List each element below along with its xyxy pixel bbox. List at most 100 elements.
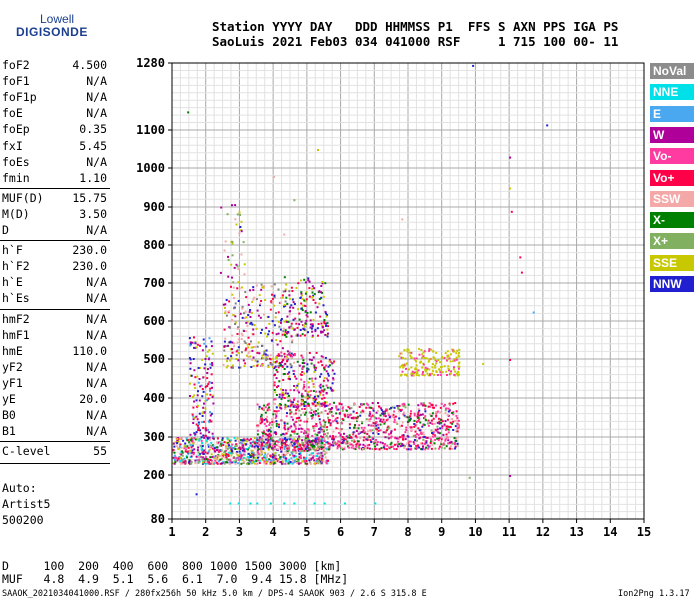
echo-point [247, 352, 250, 355]
echo-point [341, 418, 344, 420]
echo-point [434, 359, 437, 361]
echo-point [320, 460, 323, 463]
echo-point [315, 449, 318, 452]
echo-point [242, 241, 245, 244]
echo-point [202, 426, 205, 429]
echo-point [251, 461, 254, 464]
echo-point [317, 457, 320, 460]
echo-point [214, 450, 216, 453]
echo-point [422, 363, 425, 366]
echo-point [270, 434, 272, 437]
echo-point [324, 356, 327, 359]
echo-point [201, 461, 204, 464]
echo-point [204, 434, 207, 437]
echo-point [190, 461, 193, 464]
echo-point [201, 458, 204, 461]
echo-point [396, 443, 399, 446]
echo-point [275, 425, 278, 428]
echo-point [323, 396, 326, 399]
echo-point [228, 300, 231, 303]
echo-point [386, 418, 389, 421]
echo-point [270, 339, 273, 342]
echo-point [314, 301, 317, 304]
echo-point [188, 449, 191, 452]
echo-point [230, 439, 233, 442]
echo-point [231, 348, 233, 351]
echo-point [400, 424, 403, 427]
echo-point [265, 326, 268, 329]
echo-point [203, 411, 206, 414]
echo-point [327, 437, 330, 440]
echo-point [412, 441, 415, 444]
echo-point [284, 357, 287, 360]
echo-point [418, 409, 421, 412]
echo-point [225, 453, 228, 455]
echo-point [425, 436, 428, 439]
echo-point [201, 358, 203, 361]
echo-point [174, 460, 177, 463]
echo-point [343, 446, 346, 449]
echo-point [370, 415, 373, 418]
echo-point [327, 442, 330, 445]
echo-point [312, 390, 315, 392]
echo-point [416, 413, 419, 416]
echo-point [284, 450, 287, 453]
echo-point [282, 330, 285, 333]
echo-point [245, 443, 248, 446]
echo-point [263, 407, 265, 410]
echo-point [350, 443, 353, 446]
echo-point [310, 452, 313, 455]
echo-point [192, 415, 195, 418]
echo-point [356, 440, 359, 443]
echo-point [303, 413, 306, 416]
echo-point [252, 439, 255, 442]
echo-point [296, 461, 298, 464]
echo-point [287, 399, 290, 402]
echo-point [273, 296, 276, 299]
echo-point [275, 440, 278, 443]
echo-point [194, 459, 197, 462]
echo-point [257, 459, 260, 462]
echo-point [362, 403, 365, 406]
echo-point [400, 364, 403, 367]
echo-point [410, 351, 413, 354]
echo-point [303, 383, 306, 386]
param-name: yF1 [2, 375, 23, 390]
echo-point [341, 438, 344, 441]
echo-point [265, 445, 268, 448]
echo-point [398, 355, 401, 358]
echo-point [257, 314, 260, 317]
echo-point [331, 362, 334, 365]
echo-point [306, 312, 309, 314]
echo-point [265, 357, 268, 360]
echo-point [286, 315, 289, 318]
echo-point [301, 297, 304, 300]
echo-point [302, 411, 305, 414]
echo-point [331, 389, 334, 392]
echo-point [278, 380, 281, 383]
echo-point [454, 447, 457, 450]
echo-point [270, 285, 273, 288]
echo-point [439, 411, 442, 414]
echo-point [285, 320, 288, 323]
echo-point [254, 359, 257, 362]
echo-point [318, 452, 321, 455]
echo-point [201, 462, 204, 465]
echo-point [290, 416, 293, 419]
echo-point [290, 403, 293, 406]
echo-point [201, 442, 203, 445]
param-name: hmE [2, 343, 23, 358]
echo-point [249, 502, 252, 505]
echo-point [321, 436, 324, 439]
echo-point [228, 439, 231, 442]
echo-point [240, 253, 243, 256]
echo-point [193, 441, 196, 444]
echo-point [428, 437, 431, 439]
echo-point [341, 436, 344, 438]
echo-point [398, 443, 401, 446]
echo-point [274, 456, 277, 459]
echo-point [311, 288, 314, 290]
echo-point [277, 457, 280, 460]
echo-point [227, 458, 230, 461]
echo-point [207, 383, 210, 386]
